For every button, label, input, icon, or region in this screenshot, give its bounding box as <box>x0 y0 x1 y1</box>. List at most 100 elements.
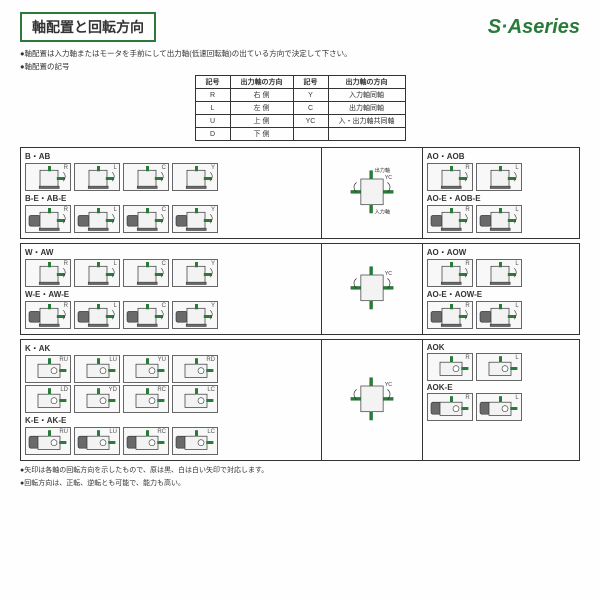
orientation-tag: LD <box>60 387 68 393</box>
gearbox-diagram: RU <box>25 427 71 455</box>
orientation-tag: R <box>64 303 68 309</box>
gearbox-diagram: R <box>427 393 473 421</box>
gearbox-diagram: Y <box>172 259 218 287</box>
orientation-tag: L <box>515 395 518 401</box>
gearbox-diagram: L <box>74 259 120 287</box>
svg-text:出力軸: 出力軸 <box>375 167 390 174</box>
svg-text:YC: YC <box>385 382 392 388</box>
gearbox-diagram: R <box>427 301 473 329</box>
table-header: 出力軸の方向 <box>328 76 405 89</box>
orientation-tag: R <box>465 207 469 213</box>
panel-mid: 出力軸 YC 入力軸 <box>322 148 422 238</box>
orientation-tag: L <box>114 165 117 171</box>
gearbox-diagram: RU <box>25 355 71 383</box>
orientation-tag: L <box>515 355 518 361</box>
gearbox-diagram: RC <box>123 385 169 413</box>
orientation-tag: Y <box>211 303 215 309</box>
orientation-tag: RD <box>206 357 215 363</box>
orientation-tag: L <box>515 207 518 213</box>
gearbox-diagram: LC <box>172 427 218 455</box>
gearbox-diagram: L <box>476 301 522 329</box>
table-header: 出力軸の方向 <box>230 76 293 89</box>
gearbox-diagram: C <box>123 205 169 233</box>
orientation-tag: RU <box>59 357 68 363</box>
table-row: R右 側Y入力軸同軸 <box>195 89 405 102</box>
table-header: 記号 <box>195 76 230 89</box>
orientation-tag: LU <box>109 429 117 435</box>
section-label: AO-E・AOB-E <box>427 193 575 204</box>
orientation-tag: L <box>515 165 518 171</box>
orientation-tag: RC <box>157 387 166 393</box>
gearbox-diagram: RC <box>123 427 169 455</box>
orientation-tag: Y <box>211 261 215 267</box>
gearbox-diagram: L <box>476 393 522 421</box>
svg-text:入力軸: 入力軸 <box>375 208 390 216</box>
orientation-tag: C <box>162 261 166 267</box>
section-label: K・AK <box>25 343 317 354</box>
section-label: B-E・AB-E <box>25 193 317 204</box>
footnote-2: 回転方向は、正転、逆転とも可能で、能力も高い。 <box>20 478 580 488</box>
orientation-tag: L <box>114 303 117 309</box>
orientation-tag: R <box>465 261 469 267</box>
orientation-tag: C <box>162 165 166 171</box>
orientation-tag: LC <box>207 429 215 435</box>
orientation-tag: YD <box>109 387 117 393</box>
gearbox-diagram: L <box>476 259 522 287</box>
orientation-tag: L <box>515 303 518 309</box>
instruction-2: 軸配置の記号 <box>20 61 580 72</box>
gearbox-diagram: R <box>427 259 473 287</box>
panel-mid: YC <box>322 340 422 460</box>
gearbox-diagram: R <box>25 205 71 233</box>
orientation-tag: L <box>515 261 518 267</box>
panel: W・AW R L C YW-E・ <box>20 243 580 335</box>
gearbox-diagram: R <box>427 163 473 191</box>
gearbox-diagram: L <box>476 205 522 233</box>
gearbox-diagram: L <box>74 163 120 191</box>
panel: B・AB R L C YB-E・ <box>20 147 580 239</box>
series-logo: S·Aseries <box>488 16 580 39</box>
gearbox-diagram: R <box>25 301 71 329</box>
orientation-tag: L <box>114 207 117 213</box>
table-row: U上 側YC入・出力軸共同軸 <box>195 115 405 128</box>
orientation-tag: YU <box>158 357 166 363</box>
orientation-tag: R <box>465 355 469 361</box>
gearbox-diagram: Y <box>172 163 218 191</box>
orientation-tag: LU <box>109 357 117 363</box>
gearbox-diagram: L <box>476 353 522 381</box>
section-label: K-E・AK-E <box>25 415 317 426</box>
gearbox-diagram: C <box>123 163 169 191</box>
table-row: L左 側C出力軸同軸 <box>195 102 405 115</box>
gearbox-diagram: R <box>25 259 71 287</box>
section-label: W・AW <box>25 247 317 258</box>
orientation-tag: R <box>64 207 68 213</box>
orientation-tag: R <box>465 303 469 309</box>
panel: K・AK RU LU YU RD <box>20 339 580 461</box>
section-label: AO-E・AOW-E <box>427 289 575 300</box>
section-label: AOK <box>427 343 575 352</box>
orientation-tag: R <box>465 165 469 171</box>
table-row: D下 側 <box>195 128 405 141</box>
svg-text:YC: YC <box>385 175 392 181</box>
instruction-1: 軸配置は入力軸またはモータを手前にして出力軸(低速回転軸)の出ている方向で決定し… <box>20 48 580 59</box>
gearbox-diagram: RD <box>172 355 218 383</box>
gearbox-diagram: C <box>123 259 169 287</box>
section-label: W-E・AW-E <box>25 289 317 300</box>
gearbox-diagram: L <box>74 301 120 329</box>
gearbox-diagram: L <box>74 205 120 233</box>
gearbox-diagram: C <box>123 301 169 329</box>
footnote-1: 矢印は各軸の回転方向を示したもので、原は黒、白は白い矢印で対応します。 <box>20 465 580 475</box>
table-header: 記号 <box>293 76 328 89</box>
orientation-tag: L <box>114 261 117 267</box>
gearbox-diagram: Y <box>172 301 218 329</box>
gearbox-diagram: Y <box>172 205 218 233</box>
panel-mid: YC <box>322 244 422 334</box>
gearbox-diagram: R <box>25 163 71 191</box>
orientation-tag: C <box>162 207 166 213</box>
gearbox-diagram: R <box>427 353 473 381</box>
gearbox-diagram: R <box>427 205 473 233</box>
orientation-tag: Y <box>211 165 215 171</box>
orientation-tag: Y <box>211 207 215 213</box>
gearbox-diagram: LC <box>172 385 218 413</box>
section-label: AOK-E <box>427 383 575 392</box>
orientation-tag: RU <box>59 429 68 435</box>
